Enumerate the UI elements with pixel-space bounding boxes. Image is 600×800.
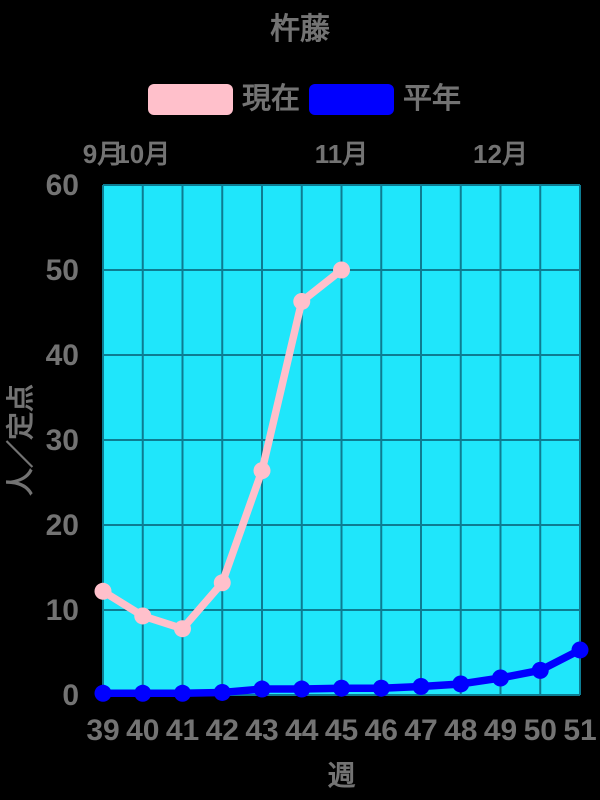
- data-point-average: [134, 684, 152, 702]
- data-point-average: [372, 679, 390, 697]
- x-tick-label: 48: [444, 714, 477, 747]
- data-point-current: [213, 574, 231, 592]
- y-tick-label: 30: [46, 424, 79, 457]
- data-point-current: [174, 620, 191, 638]
- x-tick-label: 41: [166, 714, 199, 747]
- y-tick-label: 10: [46, 594, 79, 627]
- x-tick-label: 49: [484, 714, 517, 747]
- x-tick-label: 45: [325, 714, 358, 747]
- x-tick-label: 43: [245, 714, 278, 747]
- x-tick-label: 50: [524, 714, 557, 747]
- month-label: 12月: [473, 139, 528, 169]
- data-point-average: [333, 679, 350, 697]
- data-point-average: [213, 683, 231, 701]
- data-point-average: [452, 675, 470, 693]
- data-point-current: [293, 292, 311, 310]
- y-tick-label: 50: [46, 254, 79, 287]
- legend-label-current: 現在: [242, 83, 301, 115]
- data-point-current: [94, 582, 112, 600]
- legend: 現在 平年: [148, 84, 461, 115]
- month-label: 11月: [315, 139, 369, 169]
- x-tick-label: 40: [126, 714, 159, 747]
- month-label: 10月: [115, 139, 170, 169]
- x-tick-label: 39: [86, 714, 119, 747]
- y-axis-title: 人／定点: [4, 384, 36, 496]
- y-tick-label: 60: [46, 169, 79, 202]
- legend-swatch-current: [148, 84, 233, 115]
- x-tick-label: 44: [285, 714, 319, 747]
- data-point-average: [412, 678, 430, 695]
- y-tick-label: 40: [46, 339, 79, 372]
- data-point-current: [253, 462, 271, 480]
- data-point-average: [492, 669, 509, 687]
- data-point-average: [253, 680, 271, 698]
- legend-swatch-average: [309, 84, 395, 115]
- x-axis-title: 週: [327, 760, 355, 791]
- x-tick-label: 42: [206, 714, 239, 747]
- data-point-average: [293, 680, 311, 698]
- data-point-average: [174, 684, 191, 702]
- y-tick-label: 0: [62, 679, 79, 712]
- month-label: 9月: [83, 139, 123, 169]
- data-point-current: [333, 261, 350, 279]
- data-point-average: [571, 641, 589, 659]
- chart-title: 杵藤: [270, 13, 330, 46]
- x-tick-label: 51: [563, 714, 596, 747]
- data-point-average: [94, 684, 112, 702]
- data-point-current: [134, 607, 152, 625]
- data-point-average: [531, 661, 549, 679]
- y-tick-label: 20: [46, 509, 79, 542]
- x-tick-label: 46: [365, 714, 398, 747]
- legend-label-average: 平年: [403, 83, 462, 115]
- x-tick-label: 47: [404, 714, 437, 747]
